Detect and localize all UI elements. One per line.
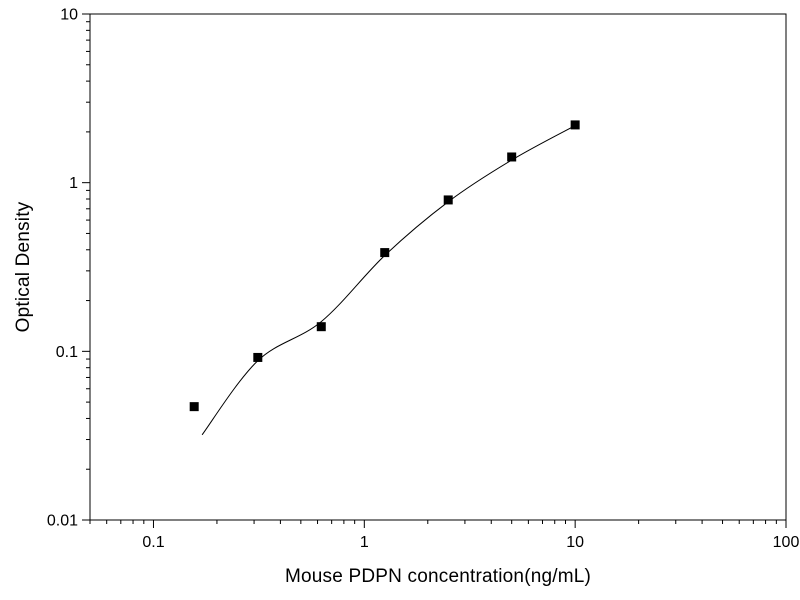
data-point-marker xyxy=(316,322,326,332)
data-point-marker xyxy=(380,248,390,258)
x-axis-tick-label: 10 xyxy=(566,534,584,551)
y-axis-tick-label: 0.01 xyxy=(47,513,78,530)
y-axis-title: Optical Density xyxy=(13,201,34,333)
y-axis-tick-label: 0.1 xyxy=(56,344,78,361)
y-axis-tick-label: 10 xyxy=(60,7,78,24)
x-axis-tick-label: 1 xyxy=(360,534,369,551)
fit-curve-line xyxy=(201,125,576,436)
x-axis-title: Mouse PDPN concentration(ng/mL) xyxy=(284,566,592,587)
x-axis-tick-label: 100 xyxy=(773,534,800,551)
data-point-marker xyxy=(443,195,453,205)
data-point-marker xyxy=(189,402,199,412)
data-point-marker xyxy=(253,352,263,362)
x-axis-tick-label: 0.1 xyxy=(142,534,164,551)
plot-border xyxy=(89,13,787,521)
y-axis-tick-label: 1 xyxy=(69,175,78,192)
data-point-marker xyxy=(570,120,580,130)
data-point-marker xyxy=(507,152,517,162)
